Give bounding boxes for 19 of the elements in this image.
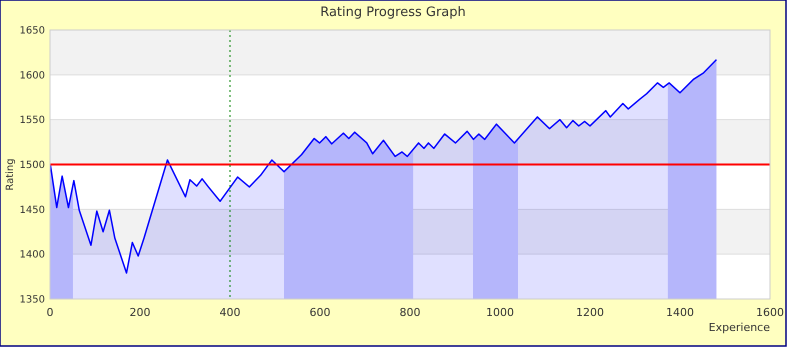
y-tick-label: 1550 [20,115,45,126]
y-tick-label: 1350 [20,294,45,306]
y-tick-label: 1450 [20,204,45,216]
chart-title: Rating Progress Graph [320,5,466,20]
y-tick-label: 1500 [20,160,45,171]
y-tick-label: 1600 [20,70,45,82]
x-tick-label: 1000 [486,306,514,319]
x-tick-label: 400 [220,306,240,319]
x-tick-label: 0 [46,306,54,319]
x-tick-label: 600 [310,306,330,319]
x-tick-label: 800 [400,306,420,319]
y-tick-label: 1400 [20,250,45,261]
y-axis-title: Rating [5,158,16,191]
x-tick-label: 1400 [666,306,694,319]
y-tick-label: 1650 [20,26,45,36]
x-axis-title: Experience [708,321,770,334]
x-tick-label: 200 [130,306,150,319]
x-tick-label: 1200 [576,306,604,319]
x-tick-label: 1600 [756,306,784,319]
